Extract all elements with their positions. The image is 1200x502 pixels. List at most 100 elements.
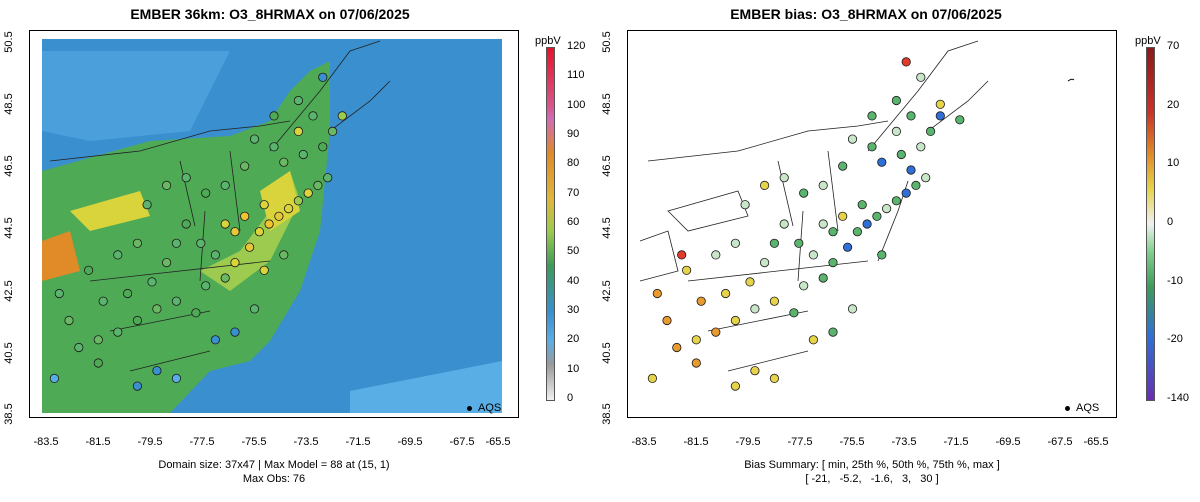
aqs-station-marker (196, 238, 206, 248)
x-tick-label: -75.5 (839, 436, 865, 448)
aqs-station-marker (691, 335, 701, 345)
x-tick-label: -67.5 (449, 436, 475, 448)
bias-summary-values: [ -21, -5.2, -1.6, 3, 30 ] (805, 473, 939, 485)
colorbar-tick-label: 0 (1167, 216, 1174, 228)
x-tick-label: -67.5 (1047, 436, 1073, 448)
great-lakes-outline (639, 190, 749, 282)
aqs-station-marker (745, 277, 755, 287)
aqs-station-marker (191, 308, 201, 318)
aqs-station-marker (672, 342, 682, 353)
aqs-station-marker (132, 238, 143, 248)
aqs-station-marker (916, 142, 926, 152)
colorbar-tick-label: 110 (567, 69, 585, 82)
colorbar-tick-label: -10 (1167, 274, 1183, 287)
y-tick-label: 40.5 (3, 342, 15, 364)
y-tick-label: 48.5 (3, 93, 15, 115)
aqs-station-marker (54, 288, 64, 299)
aqs-station-marker (269, 111, 279, 121)
aqs-station-marker (303, 188, 313, 198)
aqs-station-marker (828, 227, 838, 237)
bias-summary-header: Bias Summary: [ min, 25th %, 50th %, 75t… (744, 459, 1000, 471)
x-tick-label: -81.5 (85, 436, 111, 448)
bias-map (627, 30, 1117, 418)
aqs-station-marker (828, 258, 838, 268)
aqs-station-marker (318, 72, 328, 82)
aqs-station-marker (696, 296, 706, 306)
bias-colorbar (1146, 47, 1155, 401)
southeast-ocean-field (350, 361, 502, 413)
land-ozone-field (42, 61, 330, 413)
aqs-station-marker (337, 111, 347, 121)
colorbar-tick-label: 20 (567, 333, 580, 346)
aqs-station-marker (230, 327, 240, 337)
aqs-station-marker (677, 250, 687, 260)
aqs-station-marker (152, 366, 162, 376)
aqs-station-marker (935, 111, 945, 121)
aqs-station-marker (877, 157, 887, 167)
aqs-station-marker (891, 95, 901, 106)
x-tick-label: -79.5 (735, 436, 761, 448)
aqs-station-marker (132, 381, 143, 391)
x-tick-label: -69.5 (995, 436, 1021, 448)
aqs-station-marker (862, 219, 872, 229)
x-tick-label: -79.5 (137, 436, 163, 448)
aqs-station-marker (113, 327, 123, 337)
colorbar-tick-label: 60 (567, 216, 580, 228)
aqs-legend: AQS (1065, 402, 1099, 414)
aqs-station-marker (230, 258, 240, 268)
aqs-station-marker (254, 227, 264, 237)
aqs-station-marker (838, 161, 848, 171)
x-tick-label: -73.5 (891, 436, 917, 448)
colorbar-tick-label: 40 (567, 274, 580, 287)
aqs-station-markers (647, 57, 965, 391)
aqs-station-marker (769, 373, 779, 383)
aqs-station-marker (201, 281, 211, 291)
aqs-station-marker (818, 180, 828, 190)
model-map-svg (30, 31, 518, 417)
aqs-station-marker (925, 126, 936, 137)
domain-caption: Domain size: 37x47 | Max Model = 88 at (… (158, 459, 390, 471)
y-tick-label: 46.5 (601, 155, 613, 177)
aqs-station-marker (240, 161, 250, 171)
aqs-station-marker (162, 258, 172, 268)
aqs-station-marker (323, 173, 333, 183)
aqs-station-marker (882, 204, 892, 214)
coastline (269, 40, 391, 152)
aqs-station-marker (220, 273, 230, 283)
x-tick-label: -71.5 (943, 436, 969, 448)
x-tick-label: -83.5 (33, 436, 59, 448)
aqs-station-marker (298, 149, 308, 160)
x-tick-label: -83.5 (631, 436, 657, 448)
colorbar-tick-label: 10 (1167, 157, 1180, 170)
aqs-station-marker (181, 219, 191, 229)
aqs-station-marker (740, 200, 750, 210)
aqs-legend-label: AQS (1076, 402, 1100, 414)
aqs-station-marker (220, 180, 230, 190)
colorbar-tick-label: 30 (567, 304, 580, 316)
aqs-station-marker (750, 366, 760, 376)
aqs-station-marker (730, 381, 741, 391)
aqs-station-marker (327, 126, 338, 137)
aqs-legend-dot (467, 405, 472, 411)
aqs-station-marker (230, 227, 240, 237)
aqs-station-marker (279, 157, 289, 167)
aqs-station-marker (210, 250, 220, 260)
bias-map-panel: EMBER bias: O3_8HRMAX on 07/06/2025 50.5… (600, 0, 1200, 502)
canada-field (42, 51, 230, 141)
aqs-station-markers (49, 72, 347, 391)
colorbar-tick-label: 90 (567, 128, 580, 140)
aqs-station-marker (240, 211, 250, 221)
colorbar-tick-label: -140 (1167, 392, 1190, 404)
x-tick-label: -65.5 (485, 436, 511, 448)
aqs-station-marker (838, 211, 848, 221)
aqs-station-marker (921, 173, 931, 183)
x-tick-label: -73.5 (293, 436, 319, 448)
aqs-station-marker (750, 304, 760, 314)
aqs-station-marker (662, 315, 672, 326)
aqs-station-marker (872, 211, 882, 221)
aqs-station-marker (308, 111, 318, 121)
lake-ontario-high-ozone (70, 191, 150, 231)
aqs-station-marker (852, 227, 862, 237)
aqs-station-marker (818, 219, 828, 229)
aqs-station-marker (220, 219, 230, 229)
